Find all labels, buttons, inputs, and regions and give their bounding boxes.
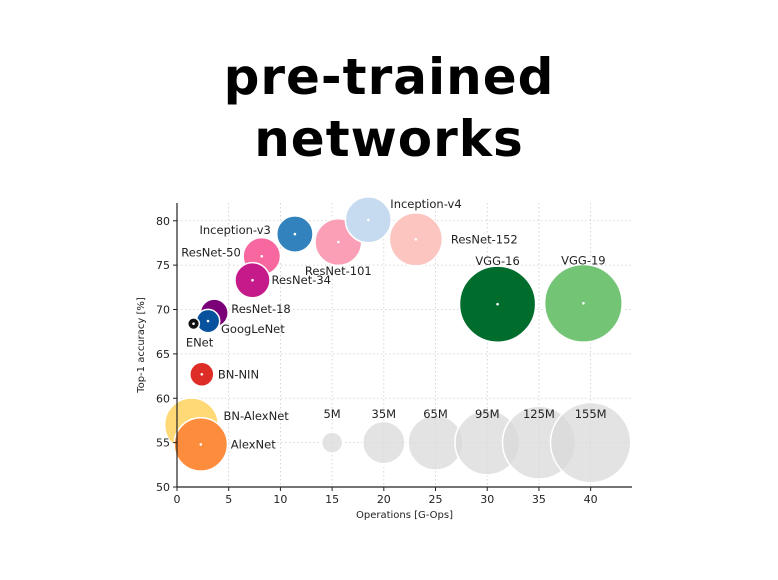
x-tick-label: 5 (225, 493, 232, 506)
size-legend: 5M 35M 65M 95M 125M 155M (320, 401, 632, 484)
x-tick-label: 15 (325, 493, 339, 506)
slide-title: pre-trained networks (0, 46, 778, 170)
bubble-chart: 5M 35M 65M 95M 125M 155M 0 5 10 15 20 25 30 35 40 50 55… (136, 196, 632, 521)
size-legend-bubble (549, 401, 632, 484)
y-tick-label: 65 (156, 348, 170, 361)
bubble-center-dot (414, 238, 418, 241)
x-axis-label: Operations [G-Ops] (356, 510, 453, 521)
x-tick-label: 30 (480, 493, 494, 506)
bubble-center-dot (199, 443, 203, 446)
bubble-center-dot (496, 302, 499, 306)
label-vgg-16: VGG-16 (475, 254, 519, 268)
bubble-center-dot (192, 322, 195, 325)
title-line-1: pre-trained (223, 48, 555, 106)
x-tick-label: 25 (429, 493, 443, 506)
label-bn-nin: BN-NIN (218, 367, 259, 381)
title-line-2: networks (254, 110, 524, 168)
bubble-center-dot (251, 278, 254, 282)
x-tick-label: 0 (174, 493, 181, 506)
label-googlenet: GoogLeNet (221, 322, 285, 336)
y-tick-label: 55 (156, 437, 170, 450)
label-resnet-34: ResNet-34 (271, 273, 331, 287)
size-legend-label: 65M (423, 407, 448, 421)
y-axis-label: Top-1 accuracy [%] (136, 297, 147, 394)
size-legend-bubble (361, 420, 406, 465)
bubble-center-dot (206, 319, 210, 323)
label-resnet-50: ResNet-50 (181, 245, 241, 259)
size-legend-label: 125M (523, 407, 555, 421)
x-tick-label: 40 (584, 493, 598, 506)
bubble-center-dot (293, 232, 297, 236)
bubble-center-dot (260, 254, 264, 258)
bubble-center-dot (367, 218, 370, 222)
bubble-labels: AlexNet BN-AlexNet BN-NIN ENet GoogLeNet ResN… (181, 197, 605, 452)
x-tick-label: 35 (532, 493, 546, 506)
label-resnet-101: ResNet-101 (305, 264, 372, 278)
size-legend-label: 155M (575, 407, 607, 421)
label-inception-v3: Inception-v3 (200, 223, 271, 237)
bubbles (163, 196, 623, 472)
x-tick-label: 20 (377, 493, 391, 506)
label-bn-alexnet: BN-AlexNet (223, 409, 289, 423)
bubble-center-dot (200, 372, 204, 376)
y-tick-label: 75 (156, 259, 170, 272)
size-legend-bubble (320, 431, 344, 454)
label-vgg-19: VGG-19 (561, 253, 605, 267)
bubble-center-dot (337, 240, 340, 244)
bubble-center-dot (582, 301, 585, 305)
size-legend-label: 95M (475, 407, 500, 421)
label-resnet-18: ResNet-18 (231, 302, 291, 316)
y-tick-label: 80 (156, 215, 170, 228)
size-legend-label: 5M (323, 407, 340, 421)
label-enet: ENet (186, 336, 214, 350)
axes: 0 5 10 15 20 25 30 35 40 50 55 60 65 70 75 80 (156, 203, 632, 506)
y-tick-label: 70 (156, 304, 170, 317)
y-tick-label: 60 (156, 392, 170, 405)
label-inception-v4: Inception-v4 (390, 197, 461, 211)
size-legend-label: 35M (372, 407, 397, 421)
x-tick-label: 10 (273, 493, 287, 506)
label-resnet-152: ResNet-152 (451, 232, 518, 246)
label-alexnet: AlexNet (231, 437, 276, 451)
y-tick-label: 50 (156, 481, 170, 494)
